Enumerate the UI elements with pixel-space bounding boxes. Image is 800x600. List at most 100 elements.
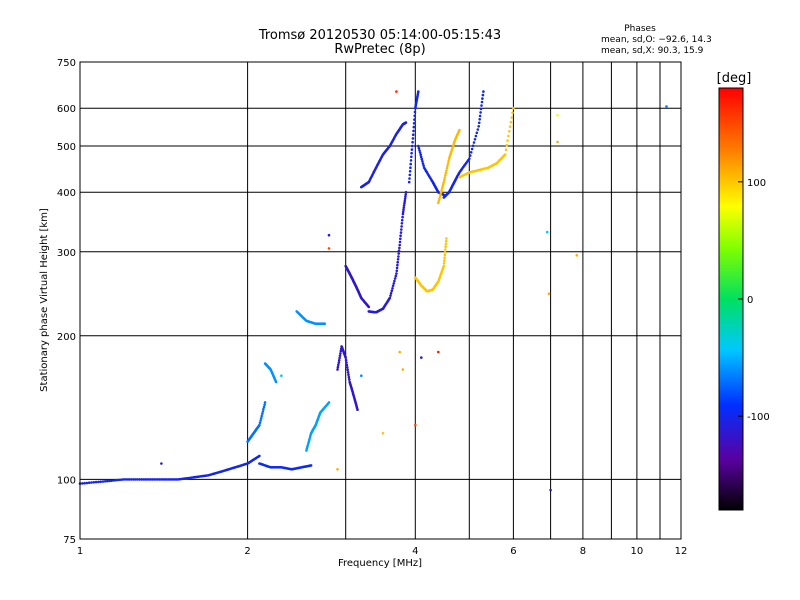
data-point [575,254,579,257]
x-tick-label: 1 [77,546,83,557]
data-point [360,374,363,378]
data-point [345,363,349,367]
data-point [409,159,413,162]
data-point [118,478,122,482]
data-point [472,141,476,144]
data-point [418,149,421,152]
data-point [445,169,448,172]
data-point [110,479,113,483]
data-point [412,122,416,125]
data-point [410,148,414,151]
data-point [414,423,417,427]
data-point [400,218,404,222]
data-point [404,195,407,198]
data-point [421,160,424,163]
data-point [438,197,441,200]
data-point [412,129,415,133]
data-point [404,193,408,196]
data-point [478,114,482,118]
x-axis-label: Frequency [MHz] [338,558,422,569]
data-point [396,263,399,267]
data-point [477,125,481,128]
data-point [402,208,405,211]
data-point [556,140,559,144]
data-point [474,134,478,138]
data-point [90,481,93,484]
data-point [437,350,440,354]
data-point [556,113,559,117]
colorbar-tick-label: 100 [747,178,766,189]
y-tick-label: 100 [57,475,76,486]
data-point [409,166,412,169]
data-point [480,104,483,107]
data-point [409,162,413,166]
data-point [665,105,668,108]
data-point [437,201,440,205]
data-point [444,171,448,175]
data-point [545,230,549,234]
data-point [470,147,474,151]
data-point [391,284,395,288]
data-point [398,246,401,250]
data-point [92,481,96,484]
data-point [396,258,400,261]
data-point [120,478,124,481]
data-point [446,162,450,165]
data-point [413,118,416,121]
data-point [437,199,441,203]
data-point [344,356,348,359]
data-point [505,143,509,147]
data-point [399,234,402,237]
data-point [503,153,507,156]
data-point [401,210,405,214]
data-points [78,90,668,492]
data-point [403,197,407,201]
data-point [508,130,511,133]
data-point [481,97,484,100]
data-point [402,206,406,209]
data-point [512,106,515,110]
data-point [138,478,141,481]
data-point [479,111,482,114]
data-point [443,251,447,254]
data-point [404,190,408,194]
data-point [260,414,264,418]
data-point [339,352,342,355]
data-point [346,368,350,372]
colorbar-label: [deg] [717,71,752,86]
data-point [395,269,399,273]
data-point [345,361,348,364]
data-point [259,419,262,422]
data-point [401,212,405,216]
data-point [445,237,448,240]
data-point [140,478,143,481]
data-point [421,162,425,165]
data-point [158,478,161,481]
y-tick-label: 300 [57,248,76,259]
data-point [442,262,446,265]
data-point [336,365,340,369]
data-point [336,368,339,371]
data-point [477,121,481,125]
data-point [444,248,447,251]
data-point [468,154,472,157]
data-point [441,182,445,186]
data-point [481,93,485,97]
data-point [132,478,136,481]
data-point [99,480,102,484]
y-tick-label: 600 [57,104,76,115]
data-point [327,247,331,250]
data-point [337,363,340,367]
data-point [106,479,109,483]
data-point [147,478,151,481]
data-point [116,478,120,482]
y-tick-label: 750 [57,58,76,69]
data-point [258,421,262,425]
data-point [401,215,404,219]
data-point [398,240,402,244]
data-point [381,431,385,435]
data-point [506,139,509,142]
data-point [101,480,105,483]
data-point [323,322,327,326]
data-point [443,259,446,262]
